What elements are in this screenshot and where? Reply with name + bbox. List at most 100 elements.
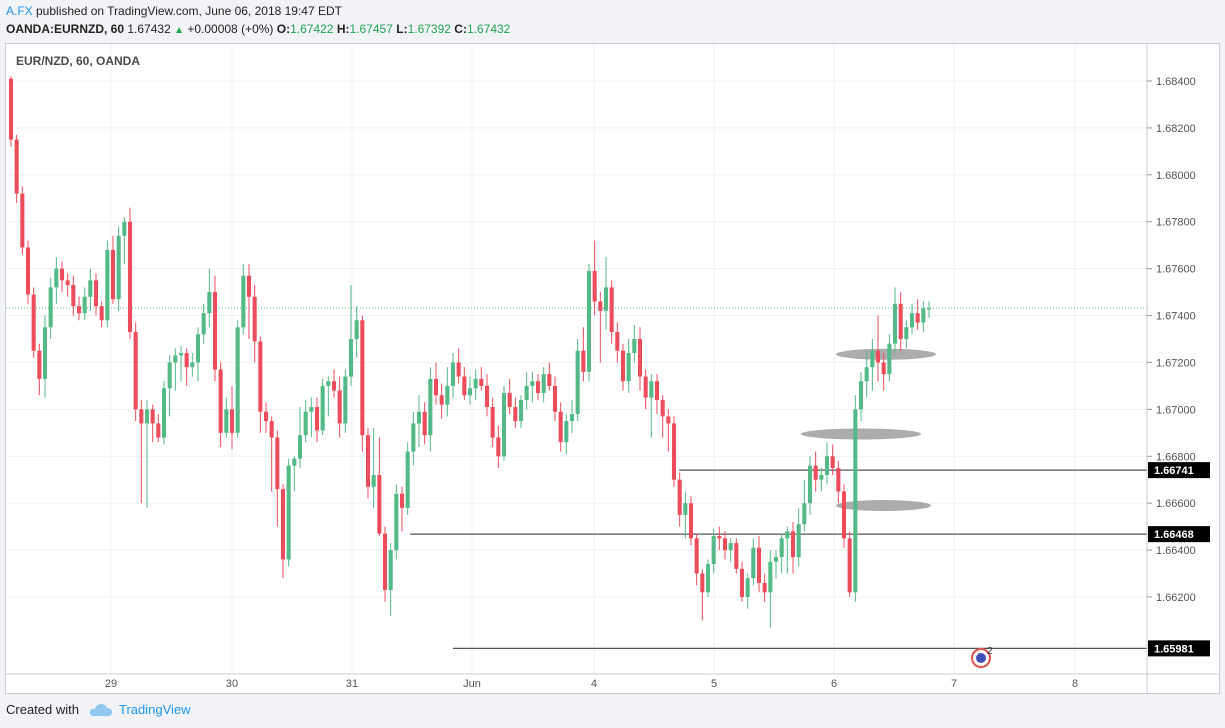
candle-body: [337, 390, 342, 424]
open-value: 1.67422: [290, 22, 334, 36]
time-axis: 29 30 31 Jun 4 5 6 7 8: [105, 678, 1078, 690]
symbol-label: OANDA:EURNZD, 60: [6, 22, 125, 36]
candle-body: [796, 524, 801, 558]
candle-body: [382, 533, 388, 590]
candle-body: [756, 547, 762, 583]
candle-body: [870, 350, 875, 368]
candle-body: [654, 381, 660, 400]
candle-body: [456, 362, 461, 377]
candle-body: [841, 491, 847, 539]
candle-body: [688, 503, 694, 539]
candle-body: [422, 411, 427, 436]
candle-body: [564, 421, 569, 443]
candle-body: [705, 564, 711, 593]
candle-body: [592, 270, 597, 302]
candle-body: [292, 458, 297, 466]
candle-body: [586, 270, 592, 372]
candle-body: [348, 339, 354, 377]
candle-body: [751, 547, 756, 579]
candle-body: [768, 561, 773, 593]
highlight-zone[interactable]: [801, 428, 921, 440]
candle-body: [552, 385, 558, 412]
published-text: published on TradingView.com, June 06, 2…: [32, 4, 342, 18]
candle-body: [269, 421, 274, 438]
candle-body: [484, 385, 490, 408]
candle-body: [513, 407, 518, 422]
candle-body: [496, 437, 501, 457]
candle-body: [694, 538, 699, 574]
candle-body: [195, 334, 201, 363]
y-tick-label: 1.67800: [1156, 217, 1196, 229]
candle-body: [858, 381, 864, 410]
candle-body: [303, 411, 308, 436]
candle-body: [127, 221, 133, 332]
candle-body: [853, 409, 858, 593]
price-label-box: [1148, 526, 1210, 543]
candle-body: [241, 275, 246, 328]
candle-body: [462, 376, 467, 396]
chart-panel[interactable]: 1.66741 1.66468 1.65981 1.68400 1.68200 1.68…: [5, 43, 1220, 694]
candle-body: [405, 451, 410, 508]
low-label: L:: [396, 22, 408, 36]
candle-body: [258, 341, 263, 412]
candle-body: [904, 327, 909, 339]
x-tick-label: 29: [105, 678, 117, 690]
candle-body: [677, 479, 682, 515]
candle-body: [779, 538, 784, 558]
highlight-zone[interactable]: [836, 500, 931, 512]
y-tick-label: 1.66400: [1156, 545, 1196, 557]
candle-body: [122, 221, 127, 236]
flag-icon-center: [976, 653, 986, 663]
candle-body: [581, 350, 586, 372]
candle-body: [65, 280, 70, 286]
y-tick-label: 1.68200: [1156, 123, 1196, 135]
candle-body: [246, 275, 252, 297]
candle-body: [926, 308, 932, 310]
candle-body: [728, 543, 733, 551]
candle-body: [717, 536, 722, 539]
candle-body: [909, 313, 915, 328]
highlight-zone[interactable]: [836, 348, 936, 360]
x-tick-label: 5: [711, 678, 717, 690]
candle-body: [399, 493, 405, 508]
candle-body: [626, 353, 631, 382]
candle-body: [445, 385, 450, 405]
candle-body: [739, 568, 745, 597]
x-tick-label: 30: [226, 678, 238, 690]
candle-body: [31, 294, 36, 351]
candle-body: [807, 465, 813, 504]
candle-body: [59, 268, 65, 281]
candle-body: [915, 313, 920, 323]
candle-body: [802, 503, 807, 525]
candle-body: [252, 296, 257, 342]
candle-body: [156, 423, 161, 438]
close-label: C:: [454, 22, 467, 36]
candle-body: [93, 280, 99, 307]
candle-body: [411, 423, 416, 452]
candle-body: [479, 378, 484, 386]
author-link[interactable]: A.FX: [6, 4, 33, 18]
candle-body: [99, 306, 104, 321]
y-tick-label: 1.66600: [1156, 498, 1196, 510]
candle-body: [71, 285, 76, 307]
highlight-zones: [801, 348, 936, 512]
candle-body: [229, 409, 235, 433]
y-tick-label: 1.68000: [1156, 170, 1196, 182]
horizontal-lines: 1.66741 1.66468 1.65981: [410, 462, 1210, 657]
candle-body: [700, 573, 705, 593]
candle-body: [558, 411, 563, 443]
candle-body: [881, 362, 886, 375]
open-label: O:: [276, 22, 291, 36]
candle-body: [745, 578, 750, 597]
candle-body: [178, 353, 184, 356]
candle-body: [76, 306, 82, 314]
candle-body: [507, 392, 512, 408]
y-tick-label: 1.68400: [1156, 76, 1196, 88]
event-marker[interactable]: 2: [971, 646, 993, 668]
tradingview-link[interactable]: TradingView: [118, 702, 191, 717]
candle-body: [875, 350, 881, 363]
candle-body: [819, 475, 824, 480]
candle-body: [14, 139, 19, 194]
candle-body: [167, 362, 172, 389]
